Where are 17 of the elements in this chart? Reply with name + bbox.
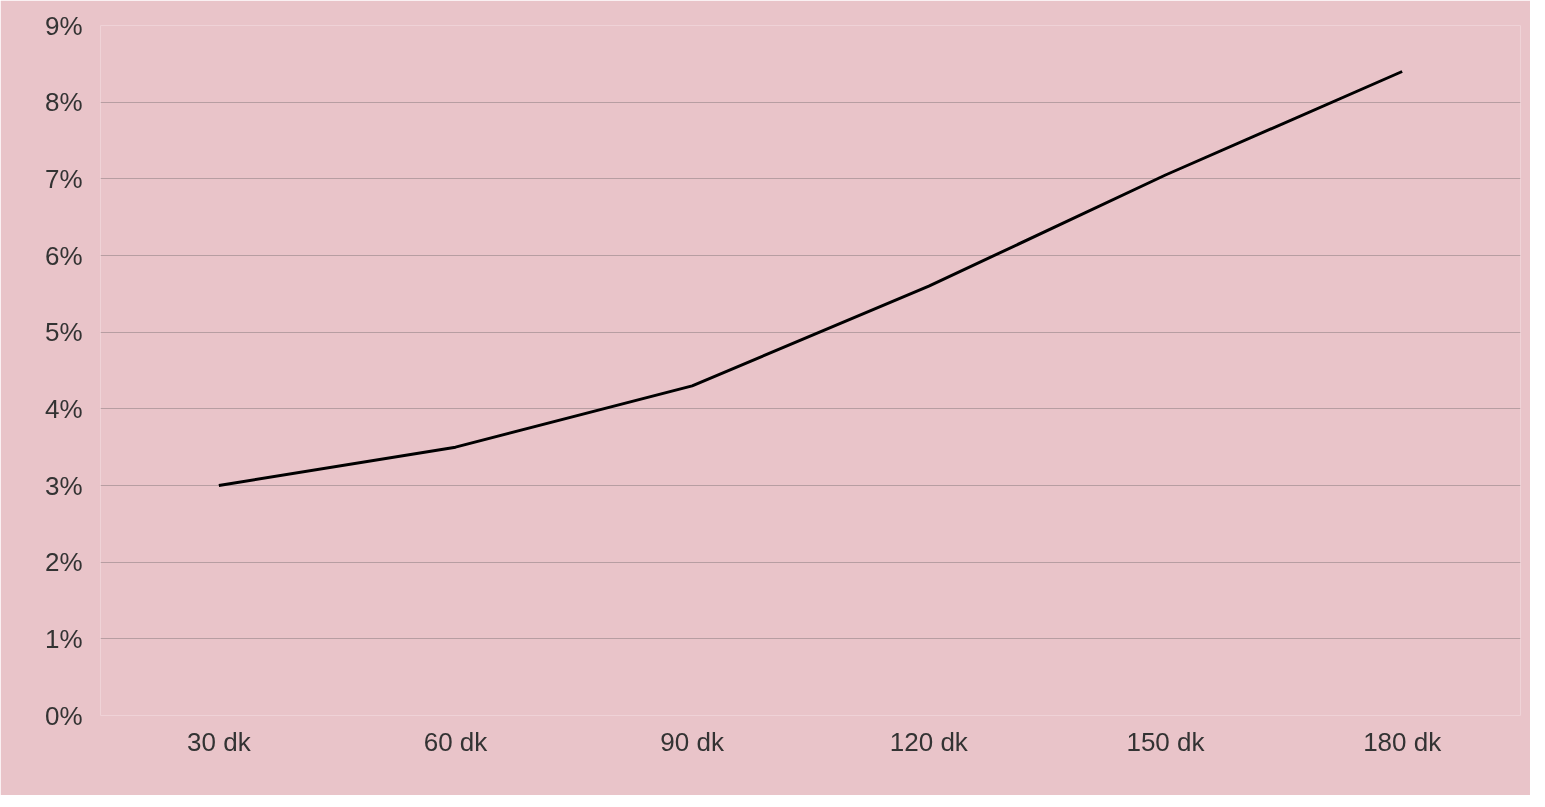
x-tick-label: 120 dk [889,726,969,757]
y-tick-label: 7% [44,163,83,194]
x-tick-label: 90 dk [660,726,725,757]
x-tick-label: 60 dk [423,726,489,757]
x-tick-label: 30 dk [187,726,252,757]
y-tick-label: 0% [44,700,83,731]
y-tick-label: 1% [44,623,83,654]
y-tick-label: 2% [44,547,83,578]
y-tick-label: 6% [44,240,83,271]
y-tick-label: 4% [44,393,83,424]
y-tick-label: 3% [44,470,83,501]
y-tick-label: 5% [44,317,83,348]
line-series [217,70,1404,487]
x-tick-label: 180 dk [1363,726,1443,757]
y-tick-label: 9% [44,10,83,41]
y-tick-label: 8% [44,87,83,118]
x-tick-label: 150 dk [1126,726,1206,757]
